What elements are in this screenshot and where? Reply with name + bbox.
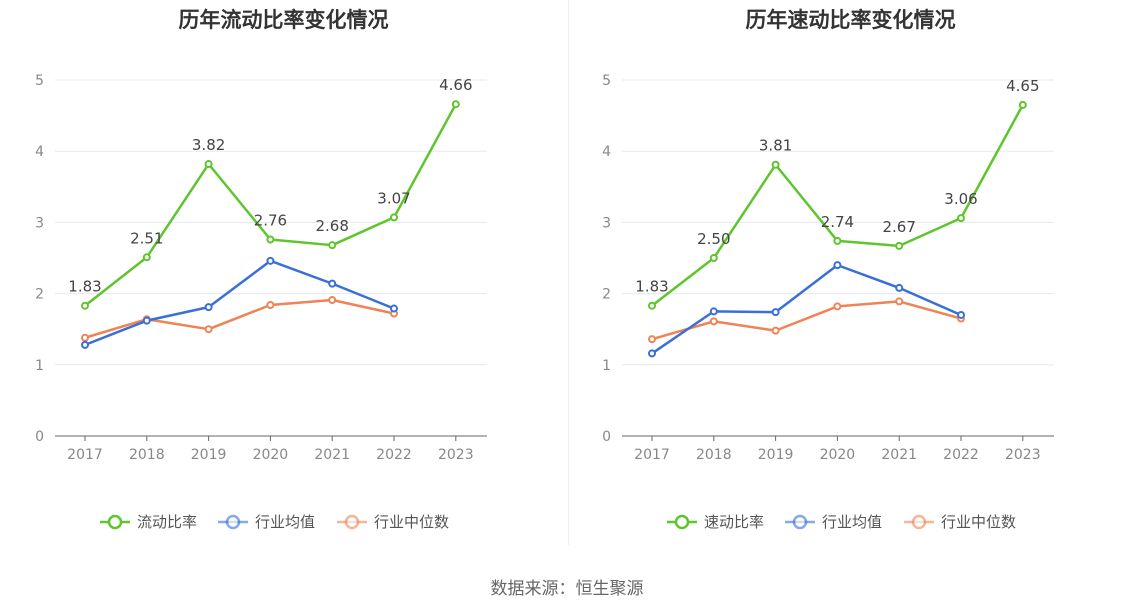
data-label: 1.83 — [68, 278, 101, 296]
x-tick-label: 2021 — [314, 447, 350, 463]
line-chart-current-ratio: 0 1 2 3 4 5 2017 2018 2019 2020 2021 2022 2023 1.83 2.… — [35, 73, 487, 531]
data-label: 3.07 — [377, 189, 410, 207]
x-tick-label: 2022 — [376, 447, 412, 463]
x-tick-label: 2018 — [696, 447, 732, 463]
data-point — [266, 300, 275, 309]
data-point — [833, 236, 842, 245]
data-point — [957, 214, 965, 223]
y-tick-label: 1 — [35, 358, 44, 374]
x-tick-label: 2020 — [820, 447, 856, 463]
data-point — [648, 349, 656, 358]
data-point — [81, 301, 89, 310]
data-point — [142, 253, 151, 262]
y-tick-label: 0 — [35, 429, 44, 445]
data-point — [709, 254, 718, 262]
data-label: 2.67 — [882, 218, 915, 236]
data-point — [451, 100, 460, 109]
y-tick-label: 1 — [602, 358, 611, 374]
data-point — [204, 325, 213, 334]
x-tick-label: 2022 — [943, 447, 979, 463]
legend-label: 行业中位数 — [941, 513, 1016, 531]
data-label: 1.83 — [635, 278, 668, 296]
data-point — [709, 317, 718, 326]
data-point — [266, 256, 275, 265]
data-point — [771, 308, 780, 317]
y-tick-label: 3 — [35, 215, 44, 231]
data-point — [771, 160, 780, 169]
x-tick-label: 2017 — [67, 447, 103, 463]
legend-marker — [225, 514, 241, 530]
x-tick-label: 2019 — [758, 447, 794, 463]
chart-title: 历年速动比率变化情况 — [745, 8, 956, 32]
data-point — [328, 241, 337, 250]
chart-panel-current-ratio: 历年流动比率变化情况 0 1 2 3 4 5 2017 2018 2019 2020 2021 202… — [0, 0, 567, 560]
data-point — [833, 261, 842, 270]
data-point — [204, 160, 213, 169]
data-label: 4.65 — [1006, 77, 1039, 95]
data-label: 2.74 — [821, 213, 854, 231]
legend-marker — [674, 514, 690, 530]
y-tick-label: 5 — [35, 73, 44, 89]
data-point — [1018, 100, 1027, 109]
series-line — [651, 300, 962, 341]
data-label: 2.51 — [130, 229, 163, 247]
panel-divider — [568, 0, 569, 545]
x-tick-label: 2018 — [129, 447, 165, 463]
x-tick-label: 2019 — [191, 447, 227, 463]
legend-marker — [107, 514, 123, 530]
data-point — [895, 297, 904, 306]
series-line — [651, 263, 962, 355]
legend-label: 流动比率 — [137, 513, 197, 531]
data-point — [266, 235, 275, 244]
legend-label: 速动比率 — [704, 513, 764, 531]
data-label: 3.81 — [759, 137, 792, 155]
data-point — [328, 296, 337, 305]
data-point — [81, 333, 89, 342]
legend-label: 行业中位数 — [374, 513, 449, 531]
legend-label: 行业均值 — [822, 513, 882, 531]
x-tick-label: 2023 — [438, 447, 474, 463]
y-tick-label: 5 — [602, 73, 611, 89]
data-label: 2.68 — [315, 217, 348, 235]
x-tick-label: 2021 — [881, 447, 917, 463]
data-point — [142, 316, 151, 325]
data-point — [390, 213, 398, 222]
legend-marker — [792, 514, 808, 530]
legend-marker — [344, 514, 360, 530]
data-point — [895, 283, 904, 292]
data-point — [204, 303, 213, 312]
chart-title: 历年流动比率变化情况 — [178, 8, 389, 32]
data-point — [771, 326, 780, 335]
data-label: 4.66 — [439, 76, 472, 94]
data-label: 2.76 — [254, 211, 287, 229]
data-point — [648, 301, 656, 310]
y-tick-label: 2 — [35, 287, 44, 303]
legend-marker — [911, 514, 927, 530]
y-tick-label: 0 — [602, 429, 611, 445]
x-tick-label: 2017 — [634, 447, 670, 463]
data-point — [709, 307, 718, 316]
data-source-note: 数据来源：恒生聚源 — [490, 579, 644, 599]
data-label: 3.06 — [944, 190, 977, 208]
data-point — [957, 310, 965, 319]
y-tick-label: 2 — [602, 287, 611, 303]
x-tick-label: 2020 — [253, 447, 289, 463]
series-line — [84, 259, 395, 347]
x-tick-label: 2023 — [1005, 447, 1041, 463]
data-point — [328, 279, 337, 288]
data-point — [81, 340, 89, 349]
line-chart-quick-ratio: 0 1 2 3 4 5 2017 2018 2019 2020 2021 2022 2023 1.83 2.… — [602, 73, 1054, 531]
chart-panel-quick-ratio: 历年速动比率变化情况 0 1 2 3 4 5 2017 2018 2019 2020 2021 202… — [567, 0, 1134, 560]
series-line — [84, 298, 395, 339]
legend-label: 行业均值 — [255, 513, 315, 531]
data-point — [390, 304, 398, 313]
y-tick-label: 3 — [602, 215, 611, 231]
y-tick-label: 4 — [35, 144, 44, 160]
data-label: 3.82 — [192, 136, 225, 154]
y-tick-label: 4 — [602, 144, 611, 160]
data-label: 2.50 — [697, 230, 730, 248]
data-point — [833, 302, 842, 311]
data-point — [895, 241, 904, 250]
data-point — [648, 335, 656, 344]
